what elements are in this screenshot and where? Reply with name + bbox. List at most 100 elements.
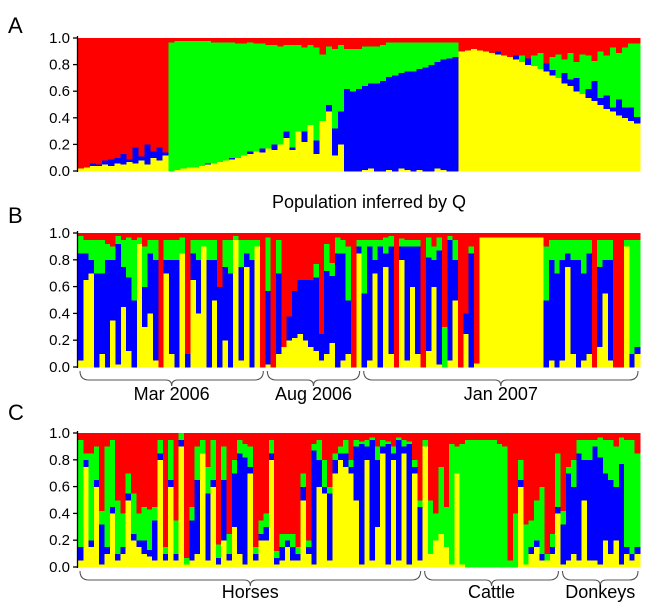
panel-A-bar-51-green [386,41,393,77]
panel-A-bar-89-yellow [615,115,623,172]
panel-A-bar-40-green [319,53,327,121]
panel-A-bar-80-red [561,38,569,60]
panel-B-bar-32-green [249,239,256,261]
panel-C-bar-77-green [486,439,493,568]
panel-C-bar-53-green [359,441,365,445]
panel-B-bar-39-red [286,233,293,317]
panel-B-bar-50-yellow [345,353,352,368]
panel-C-bar-50-green [343,439,349,454]
panel-C-bar-94-green [576,439,583,454]
panel-A-bar-62-red [452,38,460,43]
panel-C-bar-16-blue [162,553,169,561]
panel-C-bar-28-red [226,433,233,534]
panel-B-bar-93-red [575,233,582,240]
panel-C-bar-58-blue [385,443,392,565]
panel-B-bar-45-blue [318,333,325,361]
panel-C-bar-83-green [518,459,524,481]
panel-C-group-bracket-2 [561,570,639,587]
panel-C-bar-79-red [496,433,503,445]
panel-C-bar-21-blue [189,520,196,561]
panel-C-bar-17-red [168,433,175,440]
panel-B-bar-91-blue [565,253,572,267]
panel-B-bar-36-red [270,233,277,368]
panel-A-bar-84-blue [585,88,593,99]
panel-C-bar-92-yellow [565,560,572,568]
panel-B-bar-39-yellow [286,340,293,368]
panel-C-bar-35-blue [263,526,270,541]
panel-A-bar-34-red [283,38,291,45]
panel-B-bar-79-red [500,233,507,238]
panel-A-bar-64-red [464,38,472,51]
panel-C-bar-20-yellow [184,564,190,568]
panel-C-bar-15-blue [157,453,164,461]
panel-C-bar-43-red [305,433,312,541]
panel-B-bar-63-blue [415,246,422,354]
panel-A-bar-82-red [573,38,581,63]
panel-B-bar-50-red [345,233,352,247]
panel-A-bar-77-red [543,38,550,64]
panel-C-bar-36-green [268,439,275,454]
panel-B-bar-38-yellow [281,346,288,368]
panel-B-bar-44-red [313,233,320,265]
panel-B-bar-3-red [94,233,101,240]
panel-B-bar-16-green [163,239,170,261]
panel-C-bar-57-blue [380,446,387,454]
panel-C-bar-5-red [104,433,111,447]
panel-C-bar-41-green [295,546,302,554]
panel-A-bar-16-green [174,40,182,170]
panel-B-bar-57-blue [383,253,390,267]
panel-C-bar-22-blue [194,479,201,554]
panel-B-bar-35-red [265,233,272,238]
panel-B-bar-90-green [559,239,566,261]
panel-C-bar-55-green [369,437,376,440]
panel-A-bar-66-red [476,38,484,51]
panel-C-bar-53-blue [359,443,365,565]
panel-C-bar-69-green [443,506,450,548]
panel-C-bar-0-red [78,433,84,440]
panel-B-bar-52-blue [356,246,363,254]
panel-B-bar-62-yellow [409,286,416,368]
panel-C-bar-42-yellow [300,500,307,568]
panel-C-bar-8-blue [120,546,127,554]
panel-C-y-tick-label-5: 1.0 [49,425,70,442]
panel-C-bar-6-green [109,439,116,507]
panel-A-y-tick-label-4: 0.8 [49,57,70,74]
panel-A-bar-48-yellow [368,168,375,172]
panel-C-bar-63-green [412,459,418,467]
panel-A-bar-32-yellow [271,149,279,172]
panel-C-bar-31-yellow [242,564,249,568]
panel-C-bar-60-red [396,433,403,438]
panel-C-bar-21-yellow [189,560,196,568]
panel-B-bar-9-blue [126,277,133,352]
panel-B-bar-23-yellow [201,246,208,368]
panel-B-bar-93-blue [575,259,582,368]
panel-B-bar-28-red [227,233,234,240]
panel-B-bar-30-blue [238,266,245,361]
panel-C-bar-104-green [629,439,636,554]
panel-B-bar-35-blue [265,290,272,365]
panel-C-bar-49-green [337,446,344,454]
panel-B-bar-23-red [201,233,208,240]
panel-B-bar-1-green [83,239,90,254]
panel-A-bar-63-red [458,38,466,52]
panel-B-bar-55-yellow [372,273,379,368]
panel-B-bar-0-green [78,235,84,254]
panel-C-bar-68-red [438,433,445,467]
panel-C-bar-0-green [78,439,84,548]
panel-B-bar-16-yellow [163,273,170,368]
panel-C-bar-2-green [88,453,95,541]
panel-B-bar-58-red [388,233,395,236]
panel-B-bar-4-green [99,239,106,274]
panel-C-bar-53-red [359,433,365,442]
panel-B-bar-29-red [233,233,240,236]
panel-C-bar-23-red [199,433,206,440]
panel-B-bar-87-blue [543,300,550,368]
panel-B-bar-52-yellow [356,253,363,368]
panel-C-bar-10-red [131,433,137,494]
panel-B-bar-53-red [361,233,368,240]
panel-C-bar-43-green [305,540,312,548]
panel-A-bar-21-green [204,40,212,164]
panel-C-bar-4-green [99,510,106,525]
panel-B-bar-37-green [276,239,282,274]
panel-A-bar-42-red [331,38,339,49]
